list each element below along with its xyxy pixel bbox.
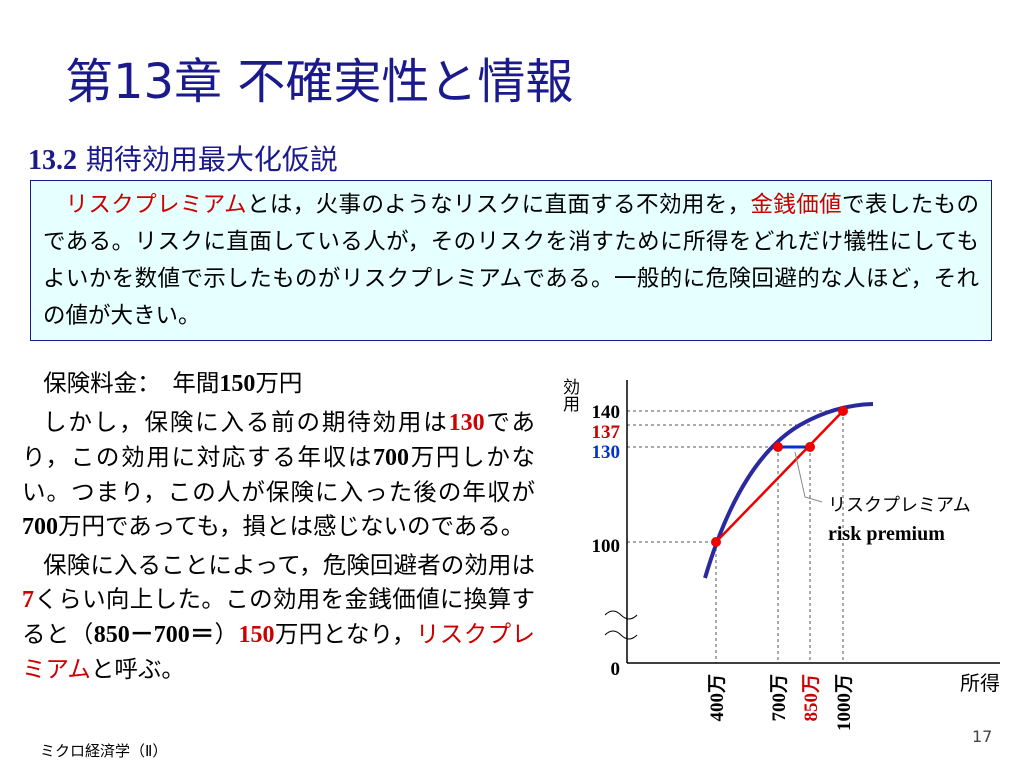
utility-curve — [703, 402, 874, 579]
annotation-line — [794, 451, 823, 503]
x-axis-label: 所得 — [960, 671, 1000, 695]
text-run: くらい向上した。この効用を金銭価値に換算すると（ — [22, 585, 535, 648]
paragraph: しかし，保険に入る前の期待効用は130であり，この効用に対応する年収は700万円… — [22, 405, 535, 544]
points — [711, 406, 848, 547]
y-axis-label: 効用 — [559, 378, 580, 413]
text-run: 万円しかない。つまり，この人が保険に入った後の年収が — [22, 443, 536, 506]
text-run: 保険に入ることによって，危険回避者の効用は — [43, 551, 535, 579]
text-run: と呼ぶ。 — [90, 655, 185, 683]
definition-box: リスクプレミアムとは，火事のようなリスクに直面する不効用を，金銭価値で表したもの… — [30, 180, 992, 341]
paragraph: 保険料金： 年間150万円 — [22, 366, 535, 401]
guides — [627, 410, 844, 663]
text-run: 700 — [373, 445, 410, 471]
text-run: 金銭価値 — [750, 192, 843, 218]
slide-title: 第13章 不確実性と情報 — [65, 54, 574, 110]
x-label: 1000万 — [834, 674, 855, 731]
text-run: で表したものである。リスクに直面している人が，そのリスクを消すために所得をどれだ… — [43, 192, 979, 329]
text-run: 保険料金： 年間 — [43, 369, 220, 397]
annotation-en: risk premium — [828, 523, 945, 545]
annotation: リスクプレミアム — [828, 495, 971, 516]
x-label: 850万 — [801, 674, 822, 722]
text-run: 万円であっても，損とは感じないのである。 — [58, 512, 525, 540]
axis-break — [604, 610, 638, 640]
text-run: しかし，保険に入る前の期待効用は — [43, 408, 449, 436]
text-run: 7 — [22, 587, 34, 613]
text-run: ） — [214, 620, 239, 648]
paragraph: 保険に入ることによって，危険回避者の効用は 7くらい向上した。この効用を金銭価値に… — [22, 548, 535, 686]
text-run: 万円 — [255, 369, 303, 397]
section-title: 期待効用最大化仮説 — [85, 143, 338, 176]
text-run: 700 — [22, 514, 58, 540]
text-run: 850－700＝ — [93, 622, 215, 648]
chord — [715, 410, 844, 543]
footer: ミクロ経済学（Ⅱ） — [40, 742, 168, 760]
y-label: 137 — [592, 422, 621, 443]
x-label: 700万 — [769, 674, 790, 722]
text-run: 万円となり， — [274, 620, 416, 648]
y-label: 100 — [592, 536, 621, 557]
y-label: 130 — [592, 442, 621, 463]
text-run: とは，火事のようなリスクに直面する不効用を， — [247, 192, 751, 218]
section-number: 13.2 — [28, 145, 77, 176]
x-label: 400万 — [707, 674, 728, 722]
y-label: 140 — [592, 402, 621, 423]
text-run: 150 — [238, 622, 275, 648]
section-heading: 13.2 期待効用最大化仮説 — [28, 138, 338, 178]
text-run: リスクプレミアム — [22, 620, 536, 683]
text-run: リスクプレミアム — [65, 192, 248, 218]
body-text: 保険料金： 年間150万円 しかし，保険に入る前の期待効用は130であり，この効用… — [22, 366, 535, 690]
text-run: であり，この効用に対応する年収は — [22, 408, 536, 471]
text-run: 130 — [448, 410, 485, 436]
page-number: 17 — [972, 727, 993, 746]
y-label: 0 — [611, 659, 621, 680]
text-run: 150 — [219, 371, 256, 397]
